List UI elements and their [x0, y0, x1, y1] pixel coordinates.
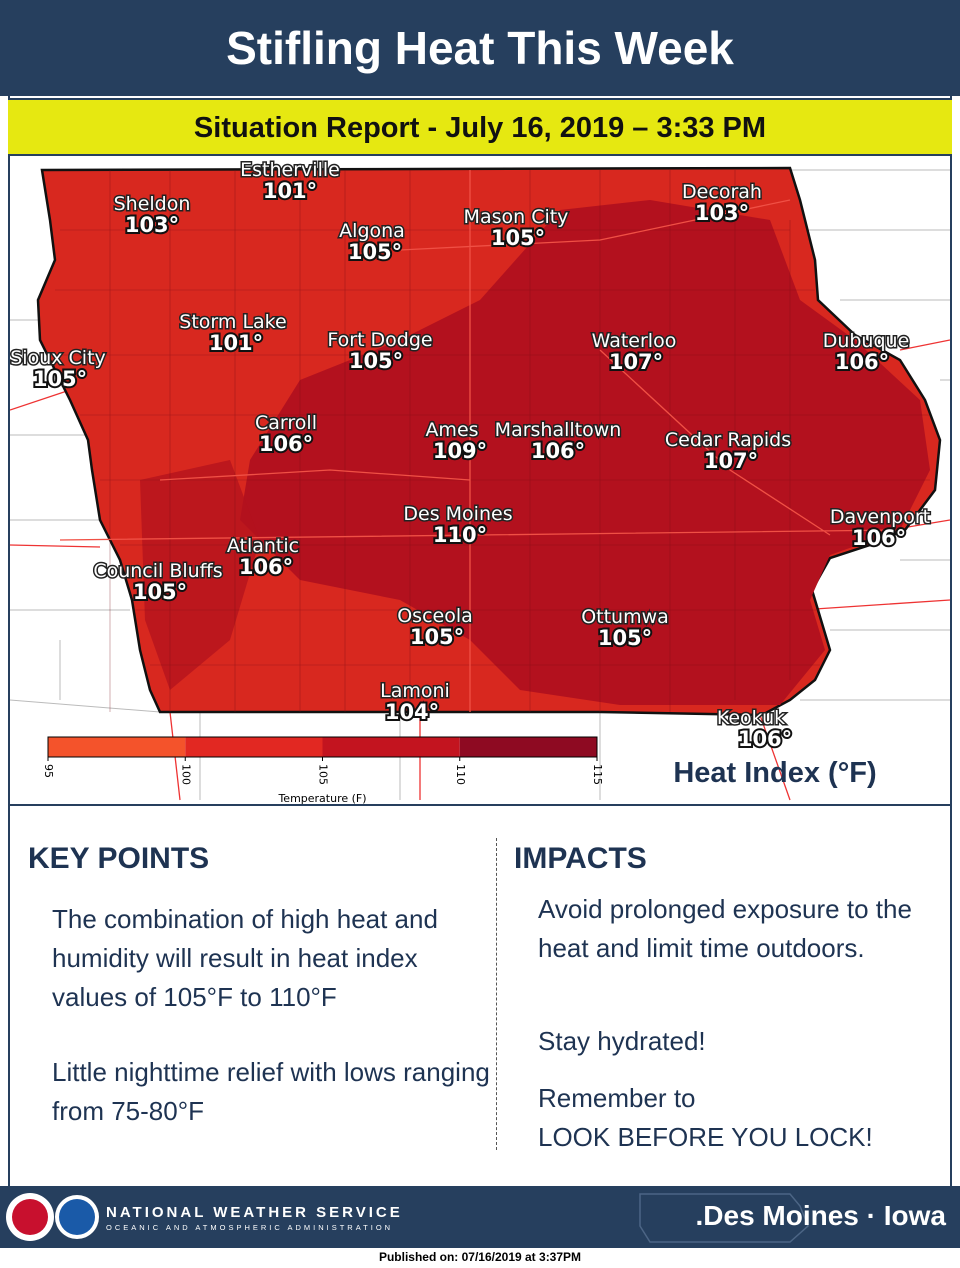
city-name: Marshalltown — [495, 419, 622, 441]
impact: Remember to — [538, 1083, 696, 1113]
city-heat-index: 110° — [433, 523, 487, 547]
noaa-logo-inner — [59, 1199, 95, 1235]
city-name: Waterloo — [592, 330, 677, 352]
colorbar-tick-label: 95 — [42, 764, 55, 778]
colorbar-segment — [185, 737, 323, 757]
iowa-outline — [639, 1193, 809, 1243]
city-heat-index: 104° — [385, 700, 439, 724]
office: .Des Moines · Iowa — [695, 1200, 947, 1231]
city-name: Dubuque — [823, 330, 910, 352]
city-heat-index: 105° — [133, 580, 187, 604]
impact: Stay hydrated! — [538, 1026, 706, 1056]
city-name: Keokuk — [717, 707, 785, 729]
city-heat-index: 106° — [239, 555, 293, 579]
city-heat-index: 105° — [491, 226, 545, 250]
published: Published on: 07/16/2019 at 3:37PM — [378, 1250, 582, 1264]
city-name: Decorah — [682, 181, 762, 203]
city-heat-index: 109° — [433, 439, 487, 463]
legend-title: Heat Index (°F) — [673, 757, 876, 789]
city-heat-index: 103° — [695, 201, 749, 225]
city-name: Cedar Rapids — [665, 429, 791, 451]
city-name: Carroll — [255, 412, 317, 434]
city-name: Des Moines — [403, 503, 512, 525]
city-heat-index: 101° — [209, 331, 263, 355]
city-heat-index: 105° — [33, 367, 87, 391]
colorbar-tick-label: 115 — [591, 764, 604, 785]
title: Stifling Heat This Week — [0, 0, 960, 96]
city-heat-index: 106° — [835, 350, 889, 374]
nws-logo-inner — [12, 1199, 48, 1235]
city-heat-index: 106° — [531, 439, 585, 463]
city-heat-index: 106° — [738, 727, 792, 751]
city-name: Atlantic — [227, 535, 299, 557]
column-divider — [496, 838, 497, 1150]
city-name: Davenport — [830, 506, 930, 528]
divider — [10, 804, 950, 806]
colorbar: 95 100 105 110 115 Temperature (F) — [42, 736, 604, 804]
city-name: Mason City — [464, 206, 569, 228]
footer: NATIONAL WEATHER SERVICE OCEANIC AND ATM… — [0, 1186, 960, 1248]
colorbar-axis-label: Temperature (F) — [277, 792, 366, 804]
city-heat-index: 101° — [263, 179, 317, 203]
city-heat-index: 105° — [348, 240, 402, 264]
city-name: Council Bluffs — [93, 560, 222, 582]
city-name: Osceola — [397, 605, 473, 627]
city-name: Estherville — [240, 159, 340, 181]
colorbar-segment — [322, 737, 460, 757]
city-name: Ames — [425, 419, 478, 441]
colorbar-segment — [48, 737, 186, 757]
agency: NATIONAL WEATHER SERVICE — [106, 1204, 403, 1221]
city-heat-index: 106° — [852, 526, 906, 550]
colorbar-segment — [459, 737, 597, 757]
key-point: The combination of high heat and humidit… — [52, 904, 438, 1012]
city-name: Sheldon — [114, 193, 191, 215]
department: OCEANIC AND ATMOSPHERIC ADMINISTRATION — [106, 1223, 394, 1232]
key-point: Little nighttime relief with lows rangin… — [52, 1057, 490, 1126]
city-name: Fort Dodge — [327, 329, 432, 351]
city-heat-index: 107° — [704, 449, 758, 473]
city-heat-index: 103° — [125, 213, 179, 237]
frame — [8, 96, 952, 1186]
city-heat-index: 106° — [259, 432, 313, 456]
city-name: Lamoni — [380, 680, 450, 702]
city-name: Ottumwa — [581, 606, 669, 628]
city-name: Algona — [339, 220, 405, 242]
key-points-heading: KEY POINTS — [28, 842, 210, 875]
impact: Avoid prolonged exposure to the heat and… — [538, 894, 912, 963]
highways — [59, 170, 901, 712]
subtitle: Situation Report - July 16, 2019 – 3:33 … — [8, 98, 952, 156]
footer-graphics — [6, 1193, 809, 1243]
city-heat-index: 105° — [410, 625, 464, 649]
colorbar-tick-label: 100 — [179, 764, 192, 785]
heat-core — [240, 200, 930, 705]
colorbar-tick-label: 105 — [317, 764, 330, 785]
impacts-heading: IMPACTS — [514, 842, 647, 875]
impact: LOOK BEFORE YOU LOCK! — [538, 1122, 873, 1152]
city-name: Storm Lake — [179, 311, 286, 333]
city-name: Sioux City — [10, 347, 106, 369]
city-heat-index: 107° — [609, 350, 663, 374]
city-heat-index: 105° — [349, 349, 403, 373]
colorbar-tick-label: 110 — [454, 764, 467, 785]
city-heat-index: 105° — [598, 626, 652, 650]
